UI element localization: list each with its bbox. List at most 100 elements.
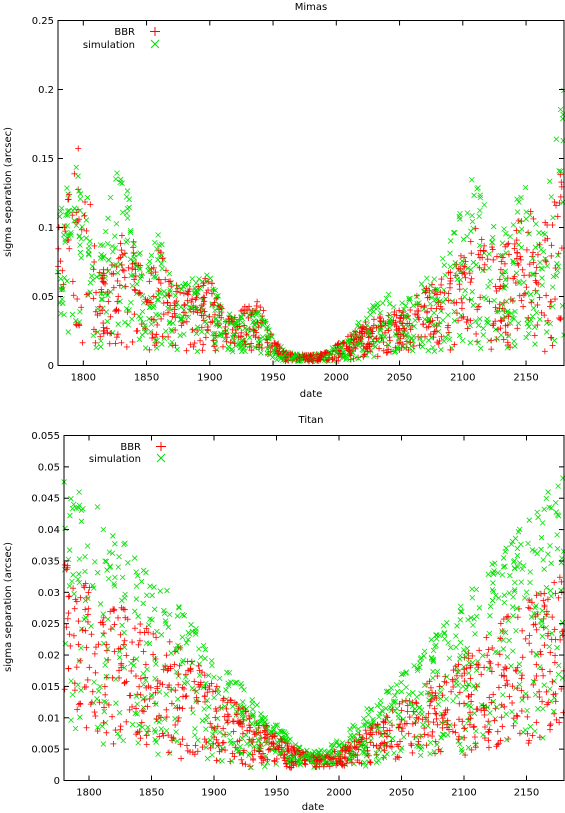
- bbr-point: [211, 311, 218, 318]
- bbr-point: [101, 683, 108, 690]
- simulation-point: [121, 629, 127, 636]
- bbr-point: [461, 666, 468, 673]
- bbr-point: [395, 724, 402, 731]
- simulation-point: [152, 675, 158, 682]
- bbr-point: [207, 319, 214, 326]
- bbr-point: [553, 202, 560, 209]
- simulation-point: [553, 136, 560, 142]
- bbr-point: [115, 645, 122, 652]
- simulation-point: [179, 611, 186, 618]
- bbr-point: [427, 318, 434, 325]
- legend-label-simulation: simulation: [83, 40, 135, 51]
- bbr-point: [146, 278, 153, 285]
- simulation-point: [487, 612, 493, 619]
- bbr-point: [143, 741, 150, 748]
- bbr-point: [519, 266, 526, 273]
- simulation-point: [209, 302, 215, 309]
- bbr-point: [533, 672, 540, 679]
- simulation-point: [154, 296, 160, 303]
- simulation-point: [159, 265, 165, 272]
- simulation-point: [172, 292, 179, 299]
- legend-marker-bbr: [156, 442, 166, 451]
- simulation-point: [468, 296, 475, 303]
- simulation-point: [473, 586, 480, 593]
- bbr-point: [432, 710, 439, 717]
- simulation-point: [486, 665, 492, 672]
- simulation-point: [231, 740, 237, 747]
- simulation-point: [544, 263, 551, 269]
- simulation-point: [540, 735, 546, 741]
- simulation-point: [249, 327, 255, 334]
- bbr-point: [90, 266, 97, 273]
- y-tick-label: 0.25: [32, 16, 54, 27]
- simulation-point: [89, 263, 96, 269]
- bbr-point: [124, 616, 131, 623]
- simulation-point: [123, 194, 130, 200]
- bbr-point: [246, 303, 253, 310]
- simulation-point: [500, 555, 507, 561]
- simulation-point: [554, 644, 560, 651]
- bbr-point: [142, 325, 149, 332]
- simulation-point: [388, 685, 394, 691]
- bbr-point: [503, 677, 510, 684]
- chart-title: Mimas: [295, 2, 328, 13]
- bbr-point: [467, 675, 474, 682]
- x-tick-label: 1950: [264, 788, 289, 799]
- bbr-point: [77, 700, 84, 707]
- bbr-point: [263, 336, 270, 343]
- bbr-point: [485, 744, 492, 751]
- simulation-point: [547, 542, 553, 549]
- simulation-point: [212, 287, 219, 294]
- simulation-point: [477, 192, 484, 199]
- bbr-point: [108, 262, 115, 269]
- bbr-point: [77, 657, 84, 664]
- simulation-point: [486, 251, 492, 257]
- bbr-point: [133, 705, 140, 712]
- simulation-point: [76, 233, 83, 239]
- simulation-point: [168, 650, 175, 656]
- simulation-point: [213, 346, 220, 353]
- bbr-point: [71, 605, 78, 612]
- simulation-point: [67, 512, 73, 519]
- simulation-point: [377, 697, 384, 704]
- bbr-point: [104, 288, 111, 295]
- simulation-point: [550, 214, 556, 221]
- simulation-point: [532, 244, 539, 251]
- bbr-point: [271, 757, 278, 764]
- bbr-point: [467, 238, 474, 245]
- simulation-point: [401, 306, 407, 313]
- x-tick-label: 1800: [71, 373, 96, 384]
- bbr-point: [64, 615, 71, 622]
- simulation-point: [403, 684, 410, 691]
- bbr-point: [60, 281, 67, 288]
- bbr-point: [112, 340, 119, 347]
- simulation-point: [252, 344, 258, 351]
- bbr-point: [162, 276, 169, 283]
- simulation-point: [153, 661, 159, 667]
- bbr-point: [456, 286, 463, 293]
- simulation-point: [348, 732, 354, 738]
- bbr-point: [114, 298, 121, 305]
- simulation-point: [471, 683, 477, 689]
- simulation-point: [114, 170, 120, 176]
- x-tick-label: 1950: [260, 373, 285, 384]
- bbr-point: [504, 241, 511, 248]
- bbr-point: [445, 290, 452, 297]
- simulation-point: [541, 682, 548, 688]
- simulation-point: [254, 702, 260, 708]
- bbr-point: [530, 681, 537, 688]
- simulation-point: [168, 306, 174, 313]
- bbr-point: [352, 744, 359, 751]
- simulation-point: [465, 616, 471, 623]
- data-points: [55, 87, 565, 365]
- simulation-point: [125, 322, 132, 328]
- bbr-point: [524, 713, 531, 720]
- bbr-point: [498, 714, 505, 721]
- bbr-point: [554, 213, 561, 220]
- simulation-point: [61, 274, 68, 281]
- simulation-point: [539, 520, 546, 526]
- simulation-point: [507, 233, 513, 240]
- bbr-point: [552, 590, 559, 597]
- bbr-point: [468, 746, 475, 753]
- simulation-point: [527, 723, 534, 730]
